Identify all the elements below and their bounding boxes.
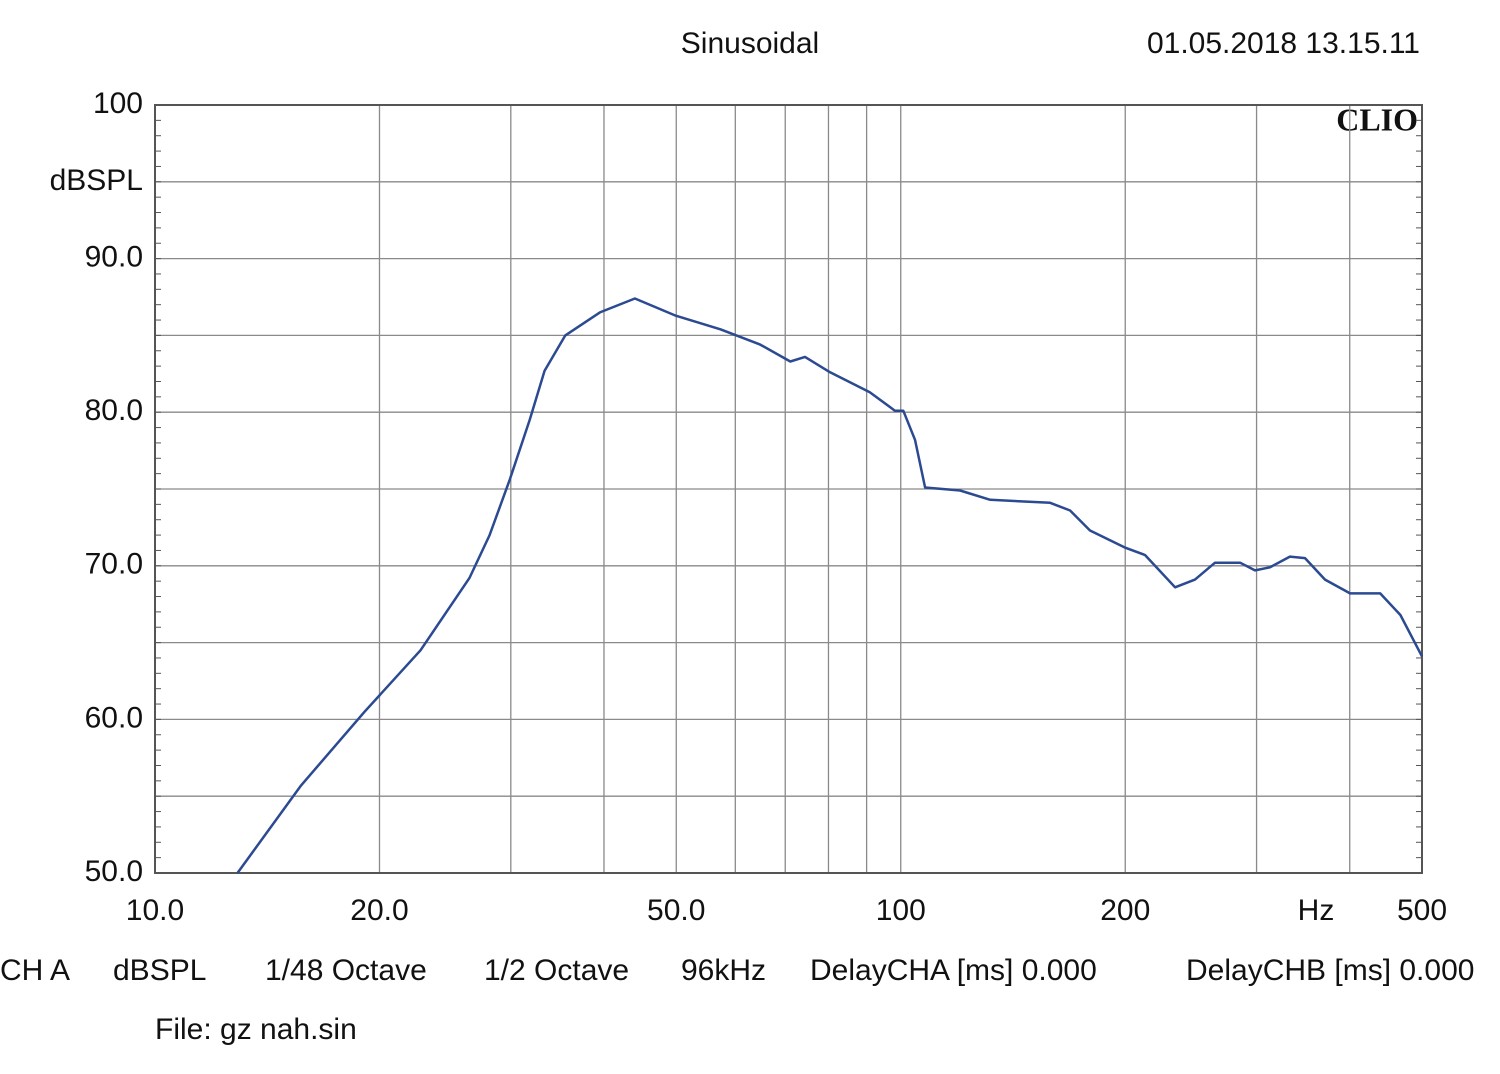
x-tick-label: 50.0 [647, 894, 705, 927]
footer-setting: CH A [0, 954, 70, 987]
timestamp: 01.05.2018 13.15.11 [1147, 27, 1420, 60]
brand: CLIO [1336, 101, 1418, 137]
footer-setting: DelayCHB [ms] 0.000 [1186, 954, 1474, 987]
x-axis-label: Hz [1298, 894, 1335, 927]
x-tick-label: 100 [876, 894, 926, 927]
footer-setting: 96kHz [681, 954, 766, 987]
y-tick-label: 60.0 [85, 701, 143, 734]
footer-setting: 1/48 Octave [265, 954, 427, 987]
y-tick-label: 90.0 [85, 241, 143, 274]
x-tick-label: 20.0 [350, 894, 408, 927]
chart-title: Sinusoidal [681, 27, 819, 60]
y-tick-label: 80.0 [85, 394, 143, 427]
x-tick-label: 10.0 [126, 894, 184, 927]
footer-setting: dBSPL [113, 954, 206, 987]
y-tick-label: 70.0 [85, 548, 143, 581]
file-name: File: gz nah.sin [155, 1013, 357, 1046]
data-line [236, 297, 1424, 874]
y-tick-label: 50.0 [85, 855, 143, 888]
x-tick-label: 200 [1100, 894, 1150, 927]
y-tick-label: 100 [93, 87, 143, 120]
footer-setting: 1/2 Octave [484, 954, 629, 987]
y-axis-label: dBSPL [50, 164, 143, 197]
footer-setting: DelayCHA [ms] 0.000 [810, 954, 1097, 987]
x-tick-label: 500 [1397, 894, 1447, 927]
